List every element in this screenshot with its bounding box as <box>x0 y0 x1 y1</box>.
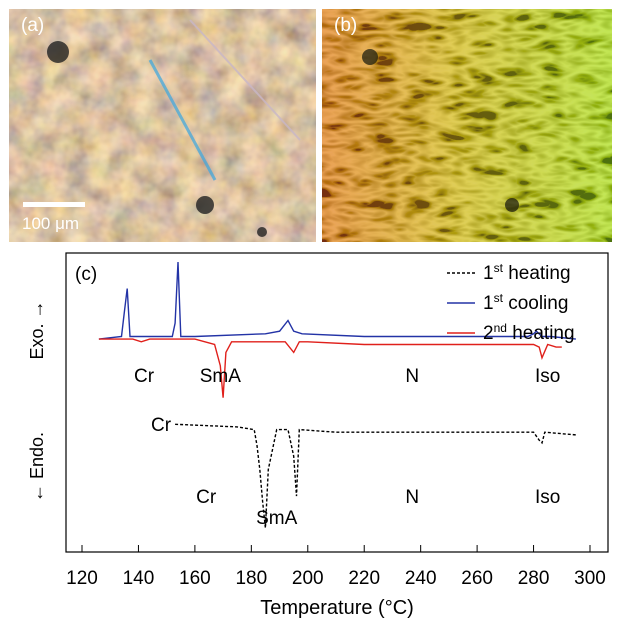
annotation-layer: Cr SmA N Iso Cr Cr SmA N Iso <box>134 366 560 529</box>
scale-bar-label: 100 μm <box>22 214 80 233</box>
phase-label: Iso <box>535 366 560 387</box>
legend-label: 2nd heating <box>483 321 575 344</box>
panel-a-label: (a) <box>21 15 45 36</box>
x-tick-label: 260 <box>461 568 493 589</box>
series-line <box>175 423 576 529</box>
phase-label: Cr <box>134 366 155 387</box>
x-axis-label: Temperature (°C) <box>260 597 414 619</box>
legend-label: 1st heating <box>483 261 571 284</box>
x-tick-label: 300 <box>574 568 606 589</box>
panel-b-label: (b) <box>334 15 358 36</box>
y-axis-label-exo: Exo. → <box>27 300 47 359</box>
micrograph-b <box>322 9 612 242</box>
series-line <box>98 261 576 340</box>
x-axis: 120 140 160 180 200 220 240 260 280 300 <box>66 545 606 589</box>
phase-label: Cr <box>151 415 172 436</box>
panel-a: (a) 100 μm <box>9 9 316 242</box>
plot-frame <box>65 252 609 553</box>
x-tick-label: 140 <box>123 568 155 589</box>
x-tick-label: 120 <box>66 568 98 589</box>
phase-label: Iso <box>535 487 560 508</box>
phase-label: SmA <box>256 508 298 529</box>
x-tick-label: 280 <box>518 568 550 589</box>
legend: 1st heating 1st cooling 2nd heating <box>447 261 575 344</box>
phase-label: Cr <box>196 487 217 508</box>
y-axis-label-endo: ← Endo. <box>27 432 47 502</box>
x-tick-label: 160 <box>179 568 211 589</box>
legend-label: 1st cooling <box>483 291 568 314</box>
micrograph-a <box>9 9 316 242</box>
x-tick-label: 220 <box>348 568 380 589</box>
phase-label: N <box>405 487 419 508</box>
x-tick-label: 240 <box>405 568 437 589</box>
x-tick-label: 200 <box>292 568 324 589</box>
panel-b: (b) <box>322 9 612 242</box>
series-layer <box>98 261 576 529</box>
x-tick-label: 180 <box>235 568 267 589</box>
chart-panel-label: (c) <box>75 264 97 285</box>
series-line <box>98 338 562 398</box>
phase-label: SmA <box>200 366 242 387</box>
scale-bar <box>23 202 85 207</box>
phase-label: N <box>405 366 419 387</box>
